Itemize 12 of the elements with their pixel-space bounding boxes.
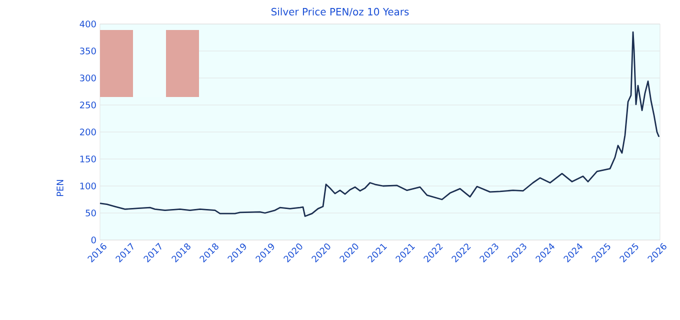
chart-title: Silver Price PEN/oz 10 Years <box>271 8 409 16</box>
y-tick-label: 300 <box>80 74 96 82</box>
y-tick-label: 400 <box>80 20 96 28</box>
y-tick-label: 350 <box>80 48 96 54</box>
y-tick-label: 150 <box>80 156 96 162</box>
line-series <box>99 31 660 217</box>
y-axis-title: PEN <box>56 180 64 196</box>
y-tick-label: 200 <box>80 128 96 136</box>
y-tick-label: 0 <box>91 236 96 244</box>
y-tick-label: 250 <box>80 102 96 108</box>
y-tick-label: 50 <box>86 210 96 216</box>
y-tick-label: 100 <box>80 182 96 190</box>
